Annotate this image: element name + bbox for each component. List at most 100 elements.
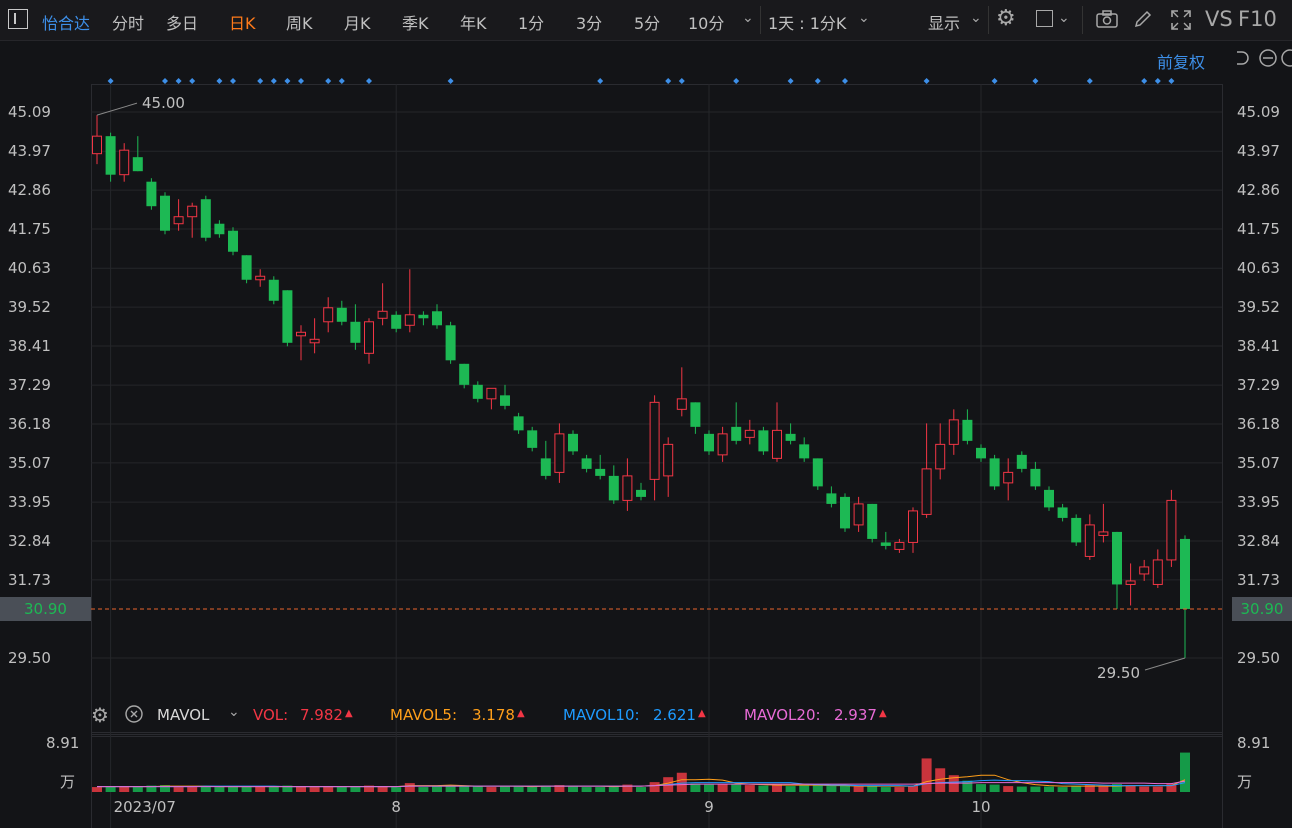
y-tick-label-left: 43.97 [8,142,51,160]
event-marker [1086,78,1093,84]
display-chevron-down-icon[interactable]: ⌄ [970,10,982,26]
tab-3min[interactable]: 3分 [576,14,603,33]
candle-body [1125,580,1136,585]
volume-bar [704,784,714,792]
f10-button[interactable]: F10 [1238,7,1277,31]
volume-bar [1125,786,1136,792]
layout-square-icon[interactable] [1036,10,1053,27]
candle-body [867,503,878,539]
candle-body [690,402,701,427]
event-marker [923,78,930,84]
indicator-settings-gear-icon[interactable]: ⚙ [91,703,109,727]
volume-panel-frame [91,734,1223,828]
kline-chart[interactable]: 45.00 29.50 45.09 45.09 43.97 43.97 42.86 42.8… [0,40,1292,828]
sidebar-toggle-icon[interactable] [8,9,28,29]
indicator-chevron-down-icon[interactable]: ⌄ [228,704,240,720]
zoom-out-icon[interactable] [1258,48,1278,68]
volume-bar [241,786,252,792]
volume-bar [350,786,361,792]
candle-body [513,416,524,431]
volume-bar [119,786,130,792]
volume-bar [200,786,211,792]
display-menu[interactable]: 显示 [928,14,961,33]
candle-body [486,387,497,400]
candle-body [962,419,973,441]
zoom-in-icon[interactable] [1280,48,1292,68]
candle-body [336,307,347,322]
tab-multi-day[interactable]: 多日 [166,14,199,33]
high-price-label: 45.00 [142,94,185,112]
undo-icon[interactable] [1231,48,1251,68]
volume-bar [500,786,510,792]
compare-button[interactable]: VS [1205,7,1233,31]
candle-body [92,135,102,155]
tab-intraday[interactable]: 分时 [112,14,145,33]
candle-body [581,458,592,469]
stock-name[interactable]: 怡合达 [42,14,91,33]
interval-select[interactable]: 1天 : 1分K [768,14,847,33]
toolbar-divider [1082,6,1083,34]
event-marker [665,78,672,84]
candle-body [976,447,986,459]
event-marker [162,78,168,84]
candle-body [445,325,456,361]
volume-bar [608,786,619,792]
tab-10min[interactable]: 10分 [688,14,725,33]
volume-bar [554,785,565,792]
pencil-icon[interactable] [1133,9,1153,29]
toolbar-divider [760,6,761,34]
tab-1min[interactable]: 1分 [518,14,545,33]
volume-bar [540,785,551,792]
tab-monthly-k[interactable]: 月K [344,14,371,33]
indicator-close-icon[interactable] [125,705,143,723]
more-periods-chevron-icon[interactable]: ⌄ [742,10,754,26]
event-marker [325,78,332,84]
y-tick-label-right: 33.95 [1237,493,1280,511]
date-axis: 2023/07 8 9 10 [114,798,991,816]
volume-bar [377,786,388,792]
volume-bar [921,758,932,792]
candle-body [527,430,538,448]
candle-body [255,275,266,281]
candle-body [418,314,429,319]
camera-icon[interactable] [1096,10,1118,28]
candle-body [500,395,510,406]
tab-weekly-k[interactable]: 周K [286,14,313,33]
interval-chevron-down-icon[interactable]: ⌄ [858,10,870,26]
y-tick-label-left: 31.73 [8,571,51,589]
volume-bar [336,787,347,792]
volume-bar [826,786,837,792]
volume-bar [867,786,878,792]
y-tick-label-right: 41.75 [1237,220,1280,238]
price-annotations: 45.00 29.50 [91,94,1222,682]
volume-bar [976,784,986,792]
indicator-name[interactable]: MAVOL [157,706,210,724]
candle-body [296,331,306,337]
volume-bar [595,787,606,792]
volume-bar [268,786,279,792]
settings-gear-icon[interactable]: ⚙ [996,6,1016,31]
volume-unit-label-left: 万 [60,773,76,791]
y-tick-label-left: 38.41 [8,337,51,355]
layout-chevron-down-icon[interactable]: ⌄ [1058,10,1070,26]
tab-daily-k[interactable]: 日K [229,14,256,33]
mavol20-up-arrow-icon: ▲ [879,708,887,719]
candle-body [622,475,633,501]
event-marker [257,78,264,84]
event-marker [733,78,740,84]
event-markers [107,78,1175,84]
tab-yearly-k[interactable]: 年K [460,14,487,33]
candle-body [853,503,864,526]
tab-5min[interactable]: 5分 [634,14,661,33]
adjust-mode-button[interactable]: 前复权 [1157,53,1206,72]
volume-bar [92,787,102,792]
event-marker [678,78,685,84]
x-tick-label: 9 [704,798,714,816]
candle-body [554,433,565,473]
event-marker [230,78,236,84]
fullscreen-icon[interactable] [1170,9,1192,31]
volume-bar [649,782,660,792]
tab-quarterly-k[interactable]: 季K [402,14,429,33]
volume-bar [1057,787,1068,792]
volume-bar [853,786,864,792]
